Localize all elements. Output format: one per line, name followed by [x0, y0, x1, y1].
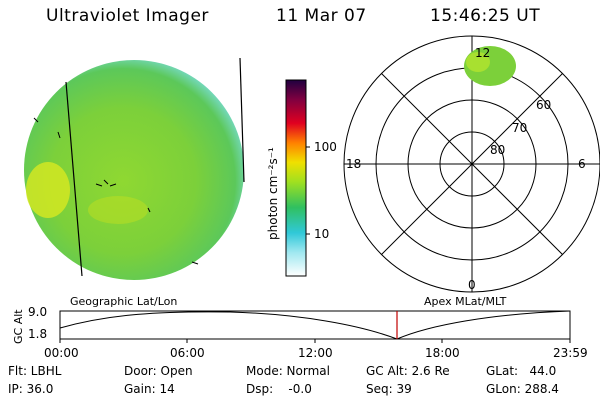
status-dsp: Dsp: -0.0	[246, 382, 312, 396]
lat-label-70: 70	[512, 121, 528, 135]
instrument-title: Ultraviolet Imager	[46, 6, 209, 26]
bright-region	[26, 162, 70, 218]
strip-ytick-high: 9.0	[28, 305, 48, 319]
status-seq: Seq: 39	[366, 382, 412, 396]
status-glat: GLat: 44.0	[486, 364, 557, 378]
time-tick-1800: 18:00	[425, 346, 460, 360]
colorbar-label-10: 10	[314, 227, 330, 241]
colorbar	[285, 79, 307, 277]
bright-band	[88, 196, 148, 224]
status-ip: IP: 36.0	[8, 382, 54, 396]
coastline-marks	[33, 117, 199, 265]
polar-panel-label: Apex MLat/MLT	[424, 295, 507, 308]
time-label: 15:46:25 UT	[430, 6, 541, 26]
terminator-line	[239, 57, 245, 183]
mlt-label-6: 6	[578, 157, 586, 171]
status-gain: Gain: 14	[124, 382, 175, 396]
altitude-strip	[59, 310, 571, 343]
strip-ytick-low: 1.8	[28, 327, 48, 341]
status-filter: Flt: LBHL	[8, 364, 62, 378]
time-tick-0600: 06:00	[170, 346, 205, 360]
mlt-label-18: 18	[346, 157, 362, 171]
status-glon: GLon: 288.4	[486, 382, 559, 396]
colorbar-unit-label: photon cm⁻²s⁻¹	[266, 147, 280, 240]
geo-panel-label: Geographic Lat/Lon	[70, 295, 178, 308]
date-label: 11 Mar 07	[276, 6, 367, 26]
mlt-label-0: 0	[468, 278, 476, 292]
time-tick-1200: 12:00	[298, 346, 333, 360]
lat-label-60: 60	[536, 98, 552, 112]
time-tick-0000: 00:00	[44, 346, 79, 360]
lat-label-80: 80	[490, 143, 506, 157]
polar-diag-2	[381, 73, 563, 255]
strip-frame	[59, 310, 571, 340]
status-door: Door: Open	[124, 364, 193, 378]
disk-fill	[24, 60, 244, 280]
polar-plot	[343, 35, 600, 293]
polar-image-core	[466, 52, 490, 72]
mlt-label-12: 12	[475, 46, 491, 60]
strip-ylabel: GC Alt	[12, 309, 25, 344]
time-tick-2359: 23:59	[553, 346, 588, 360]
uv-image-disk	[24, 57, 245, 280]
status-gc-alt: GC Alt: 2.6 Re	[366, 364, 450, 378]
colorbar-label-100: 100	[314, 140, 337, 154]
status-mode: Mode: Normal	[246, 364, 330, 378]
altitude-curve	[59, 310, 571, 340]
longitude-line	[65, 81, 83, 277]
